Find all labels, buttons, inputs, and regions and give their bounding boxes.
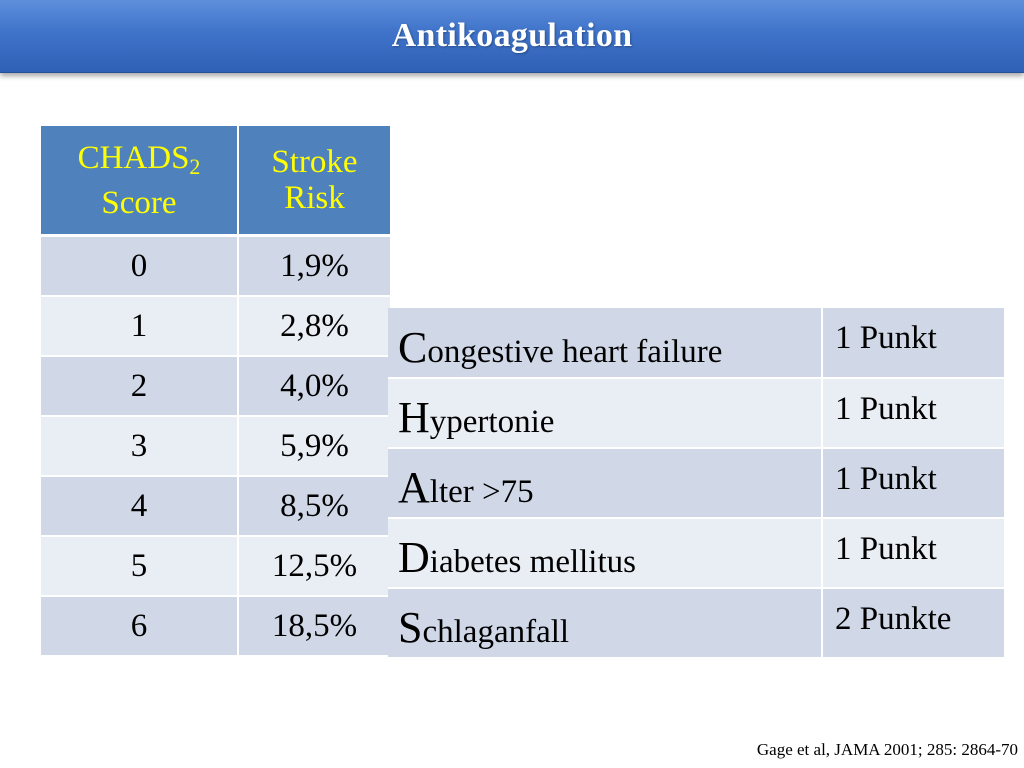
- table-row: 0 1,9%: [40, 234, 391, 296]
- criterion-initial: A: [398, 463, 430, 512]
- table-row: 6 18,5%: [40, 595, 391, 656]
- header-score-text: Score: [101, 184, 177, 221]
- chads2-criteria-table: Congestive heart failure 1 Punkt Hyperto…: [388, 308, 1004, 659]
- risk-cell: 2,8%: [238, 295, 391, 356]
- points-cell: 1 Punkt: [822, 518, 1004, 589]
- title-bar: Antikoagulation: [0, 0, 1024, 73]
- criterion-cell: Diabetes mellitus: [388, 518, 823, 589]
- score-cell: 3: [40, 415, 239, 476]
- criterion-text: chlaganfall: [422, 614, 570, 650]
- header-stroke-risk: Stroke Risk: [238, 125, 391, 237]
- criterion-text: iabetes mellitus: [429, 544, 636, 580]
- points-cell: 2 Punkte: [822, 588, 1004, 659]
- table-row: 4 8,5%: [40, 475, 391, 536]
- header-chads2-score: CHADS2 Score: [40, 125, 239, 237]
- header-chads-subscript: 2: [189, 153, 201, 179]
- risk-cell: 4,0%: [238, 355, 391, 416]
- chads2-score-table: CHADS2 Score Stroke Risk 0 1,9% 1 2,8% 2…: [40, 125, 391, 656]
- criterion-initial: D: [398, 533, 430, 582]
- criteria-row: Alter >75 1 Punkt: [388, 448, 1004, 519]
- criteria-row: Hypertonie 1 Punkt: [388, 378, 1004, 449]
- criterion-cell: Congestive heart failure: [388, 308, 823, 379]
- score-cell: 6: [40, 595, 239, 656]
- risk-cell: 12,5%: [238, 535, 391, 596]
- risk-cell: 1,9%: [238, 234, 391, 296]
- points-cell: 1 Punkt: [822, 308, 1004, 379]
- criterion-initial: S: [398, 603, 423, 652]
- header-risk-text: Risk: [284, 180, 345, 216]
- criterion-cell: Schlaganfall: [388, 588, 823, 659]
- points-cell: 1 Punkt: [822, 448, 1004, 519]
- criterion-text: lter >75: [429, 474, 534, 510]
- score-table-header-row: CHADS2 Score Stroke Risk: [40, 125, 391, 237]
- table-row: 2 4,0%: [40, 355, 391, 416]
- score-cell: 4: [40, 475, 239, 536]
- score-cell: 0: [40, 234, 239, 296]
- criterion-cell: Alter >75: [388, 448, 823, 519]
- risk-cell: 8,5%: [238, 475, 391, 536]
- header-chads-text: CHADS: [77, 139, 190, 176]
- risk-cell: 5,9%: [238, 415, 391, 476]
- criterion-initial: H: [398, 393, 430, 442]
- score-cell: 5: [40, 535, 239, 596]
- criteria-row: Congestive heart failure 1 Punkt: [388, 308, 1004, 379]
- criterion-text: ongestive heart failure: [427, 334, 723, 370]
- table-row: 1 2,8%: [40, 295, 391, 356]
- header-stroke-text: Stroke: [271, 144, 358, 180]
- score-cell: 2: [40, 355, 239, 416]
- slide-title: Antikoagulation: [391, 17, 633, 54]
- table-row: 3 5,9%: [40, 415, 391, 476]
- citation: Gage et al, JAMA 2001; 285: 2864-70: [756, 740, 1018, 759]
- criteria-row: Schlaganfall 2 Punkte: [388, 588, 1004, 659]
- criterion-cell: Hypertonie: [388, 378, 823, 449]
- risk-cell: 18,5%: [238, 595, 391, 656]
- criterion-text: ypertonie: [429, 404, 555, 440]
- criterion-initial: C: [398, 323, 428, 372]
- score-cell: 1: [40, 295, 239, 356]
- table-row: 5 12,5%: [40, 535, 391, 596]
- criteria-row: Diabetes mellitus 1 Punkt: [388, 518, 1004, 589]
- points-cell: 1 Punkt: [822, 378, 1004, 449]
